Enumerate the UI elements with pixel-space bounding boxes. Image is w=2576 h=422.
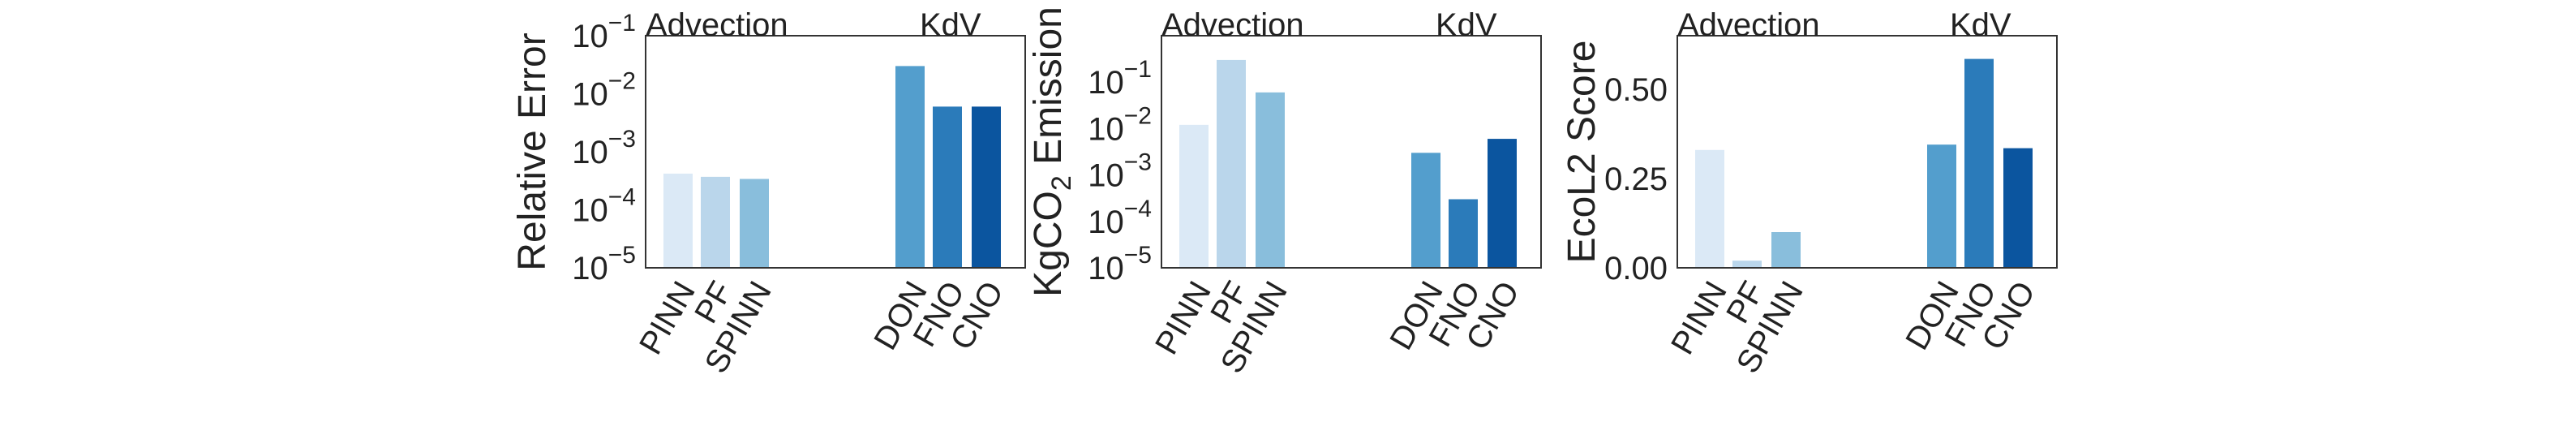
bar-don xyxy=(1411,153,1440,268)
x-tick-label-pinn: PINN xyxy=(1664,276,1734,361)
bar-spinn xyxy=(1256,92,1285,269)
y-tick-label: 0.50 xyxy=(1604,72,1668,108)
bar-spinn xyxy=(740,179,769,268)
y-tick-label: 0.00 xyxy=(1604,251,1668,286)
bar-pinn xyxy=(663,173,693,268)
y-tick-label: 10−3 xyxy=(1088,149,1152,194)
bar-don xyxy=(1927,144,1956,268)
group-label-kdv: KdV xyxy=(1950,7,2011,43)
y-tick-label: 10−5 xyxy=(572,242,636,286)
y-tick-label: 10−5 xyxy=(1088,242,1152,286)
axes-frame xyxy=(645,35,1026,269)
y-tick-label: 10−4 xyxy=(572,184,636,229)
y-tick-label: 10−1 xyxy=(572,10,636,54)
bar-pinn xyxy=(1695,149,1724,268)
y-axis-label: EcoL2 Score xyxy=(1561,41,1604,264)
bar-cno xyxy=(1488,139,1517,268)
x-tick-label-pinn: PINN xyxy=(1148,276,1218,361)
bar-cno xyxy=(2003,148,2033,268)
y-tick-label: 10−4 xyxy=(1088,196,1152,240)
y-tick-label: 10−2 xyxy=(572,68,636,113)
group-label-kdv: KdV xyxy=(1436,7,1497,43)
y-axis-label: Relative Error xyxy=(511,32,554,270)
y-tick-label: 0.25 xyxy=(1604,161,1668,197)
x-tick-label-pinn: PINN xyxy=(633,276,702,361)
axes-frame xyxy=(1161,35,1542,269)
bar-pf xyxy=(1217,59,1246,268)
group-label-advection: Advection xyxy=(646,7,788,43)
bar-cno xyxy=(972,106,1001,268)
bar-pinn xyxy=(1179,124,1209,268)
bar-fno xyxy=(933,106,962,268)
group-label-advection: Advection xyxy=(1677,7,1820,43)
bar-pf xyxy=(1732,261,1762,268)
group-label-kdv: KdV xyxy=(920,7,981,43)
bar-pf xyxy=(701,176,730,268)
y-tick-label: 10−3 xyxy=(572,126,636,170)
bar-fno xyxy=(1449,199,1478,268)
chart-panel-1: 10−5 10−4 10−3 10−2 10−1 Relative Error Advect… xyxy=(511,7,1026,379)
y-tick-label: 10−2 xyxy=(1088,102,1152,147)
bar-fno xyxy=(1964,58,1994,268)
bar-don xyxy=(895,66,925,268)
y-tick-label: 10−1 xyxy=(1088,56,1152,101)
group-label-advection: Advection xyxy=(1161,7,1304,43)
axes-frame xyxy=(1677,35,2058,269)
bar-spinn xyxy=(1771,232,1801,268)
y-axis-label: KgCO2 Emission xyxy=(1027,6,1077,297)
